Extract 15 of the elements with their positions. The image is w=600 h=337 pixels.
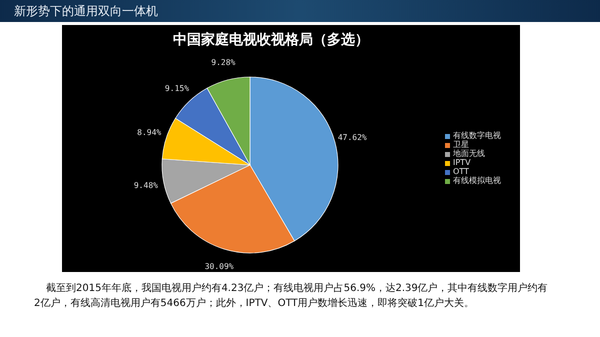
text: 新形势下的通用双向一体机 bbox=[0, 0, 600, 22]
chart-title: 中国家庭电视收视格局（多选） bbox=[173, 31, 369, 48]
legend-label: 有线数字电视 bbox=[453, 131, 501, 140]
legend-label: 地面无线 bbox=[452, 149, 485, 158]
legend-label: 有线模拟电视 bbox=[453, 176, 501, 185]
data-label: 8.94% bbox=[137, 128, 162, 137]
legend-label: IPTV bbox=[453, 158, 472, 167]
legend-label: 卫星 bbox=[453, 140, 469, 149]
data-label: 30.09% bbox=[204, 262, 234, 272]
data-label: 9.48% bbox=[134, 180, 158, 190]
data-label: 9.15% bbox=[164, 84, 190, 93]
data-label: 47.62% bbox=[338, 133, 367, 142]
legend-label: OTT bbox=[453, 167, 470, 176]
data-label: 9.28% bbox=[211, 58, 236, 68]
text: 截至到2015年年底，我国电视用户约有4.23亿户；有线电视用户占56.9%，达2.39亿户，其中有线数字用户约有2亿户，有线高清电视用户有5466万户；此外，IPTV、OTT用户数增长迅速，即将突破1亿户大关。 bbox=[34, 282, 549, 311]
